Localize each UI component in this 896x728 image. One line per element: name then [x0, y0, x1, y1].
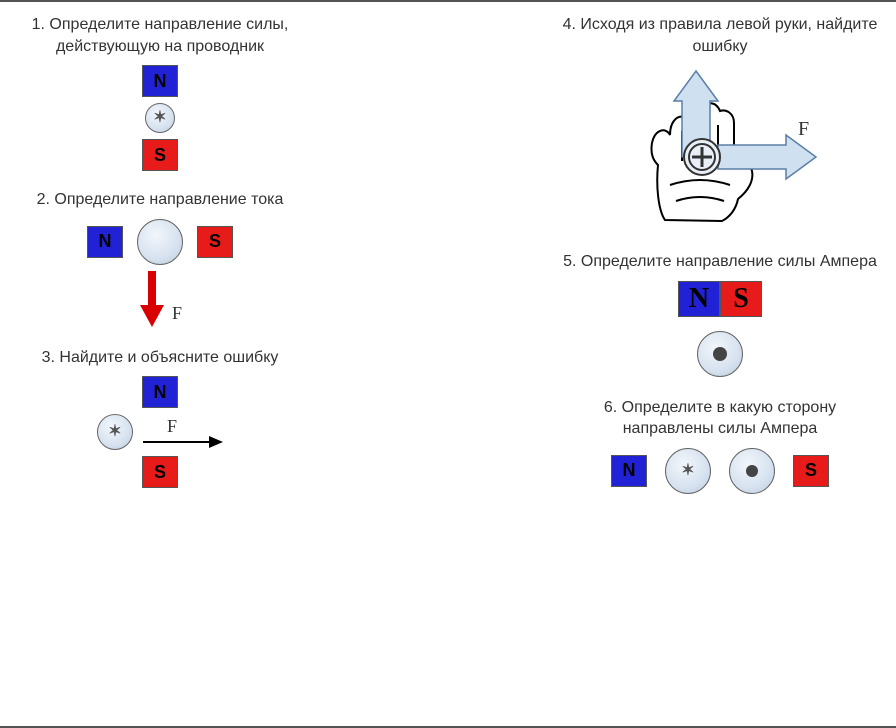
task-3: 3. Найдите и объясните ошибку N ✶ F	[0, 347, 320, 489]
task-5-title: 5. Определите направление силы Ампера	[560, 251, 880, 273]
task-1: 1. Определите направление силы, действую…	[0, 14, 320, 171]
task-6-diagram: N ✶ S	[560, 448, 880, 494]
conductor-empty	[137, 219, 183, 265]
right-column: 4. Исходя из правила левой руки, найдите…	[560, 14, 880, 510]
task-4-title: 4. Исходя из правила левой руки, найдите…	[560, 14, 880, 57]
south-pole: S	[197, 226, 233, 258]
task-2-diagram: N S F	[0, 219, 320, 329]
conductor-cross: ✶	[145, 103, 175, 133]
task-1-title: 1. Определите направление силы, действую…	[0, 14, 320, 57]
arrow-down-icon	[138, 271, 166, 329]
task-6-title: 6. Определите в какую сторону направлены…	[560, 397, 880, 440]
task-5-magnet: N S	[678, 281, 762, 317]
north-pole: N	[611, 455, 647, 487]
conductor-cross: ✶	[97, 414, 133, 450]
cross-icon: ✶	[108, 424, 121, 440]
south-pole: S	[793, 455, 829, 487]
force-label: F	[167, 416, 177, 437]
north-pole: N	[142, 65, 178, 97]
task-5-diagram: N S	[560, 281, 880, 377]
task-4-diagram: F	[560, 65, 880, 235]
left-column: 1. Определите направление силы, действую…	[0, 14, 320, 504]
conductor-dot	[697, 331, 743, 377]
north-pole: N	[87, 226, 123, 258]
south-pole: S	[142, 139, 178, 171]
task-5: 5. Определите направление силы Ампера N …	[560, 251, 880, 377]
conductor-dot	[729, 448, 775, 494]
conductor-cross: ✶	[665, 448, 711, 494]
north-pole: N	[142, 376, 178, 408]
force-label: F	[798, 118, 809, 140]
task-3-diagram: N ✶ F S	[0, 376, 320, 488]
arrow-right-icon	[143, 435, 223, 449]
task-2-title: 2. Определите направление тока	[0, 189, 320, 211]
cross-icon: ✶	[153, 110, 166, 126]
task-6-row: N ✶ S	[611, 448, 829, 494]
south-pole: S	[142, 456, 178, 488]
force-label: F	[172, 303, 182, 324]
task-2-force: F	[138, 271, 182, 329]
dot-icon	[713, 347, 727, 361]
task-3-title: 3. Найдите и объясните ошибку	[0, 347, 320, 369]
cross-icon: ✶	[681, 463, 694, 479]
north-pole: N	[678, 281, 720, 317]
dot-icon	[746, 465, 758, 477]
task-4: 4. Исходя из правила левой руки, найдите…	[560, 14, 880, 235]
page: 1. Определите направление силы, действую…	[0, 0, 896, 728]
task-6: 6. Определите в какую сторону направлены…	[560, 397, 880, 494]
task-3-mid: ✶ F	[97, 414, 223, 450]
task-2-row: N S	[87, 219, 233, 265]
task-1-diagram: N ✶ S	[0, 65, 320, 171]
task-3-arrow-group: F	[143, 416, 223, 449]
left-hand-diagram: F	[610, 65, 830, 235]
south-pole: S	[720, 281, 762, 317]
task-2: 2. Определите направление тока N S F	[0, 189, 320, 329]
